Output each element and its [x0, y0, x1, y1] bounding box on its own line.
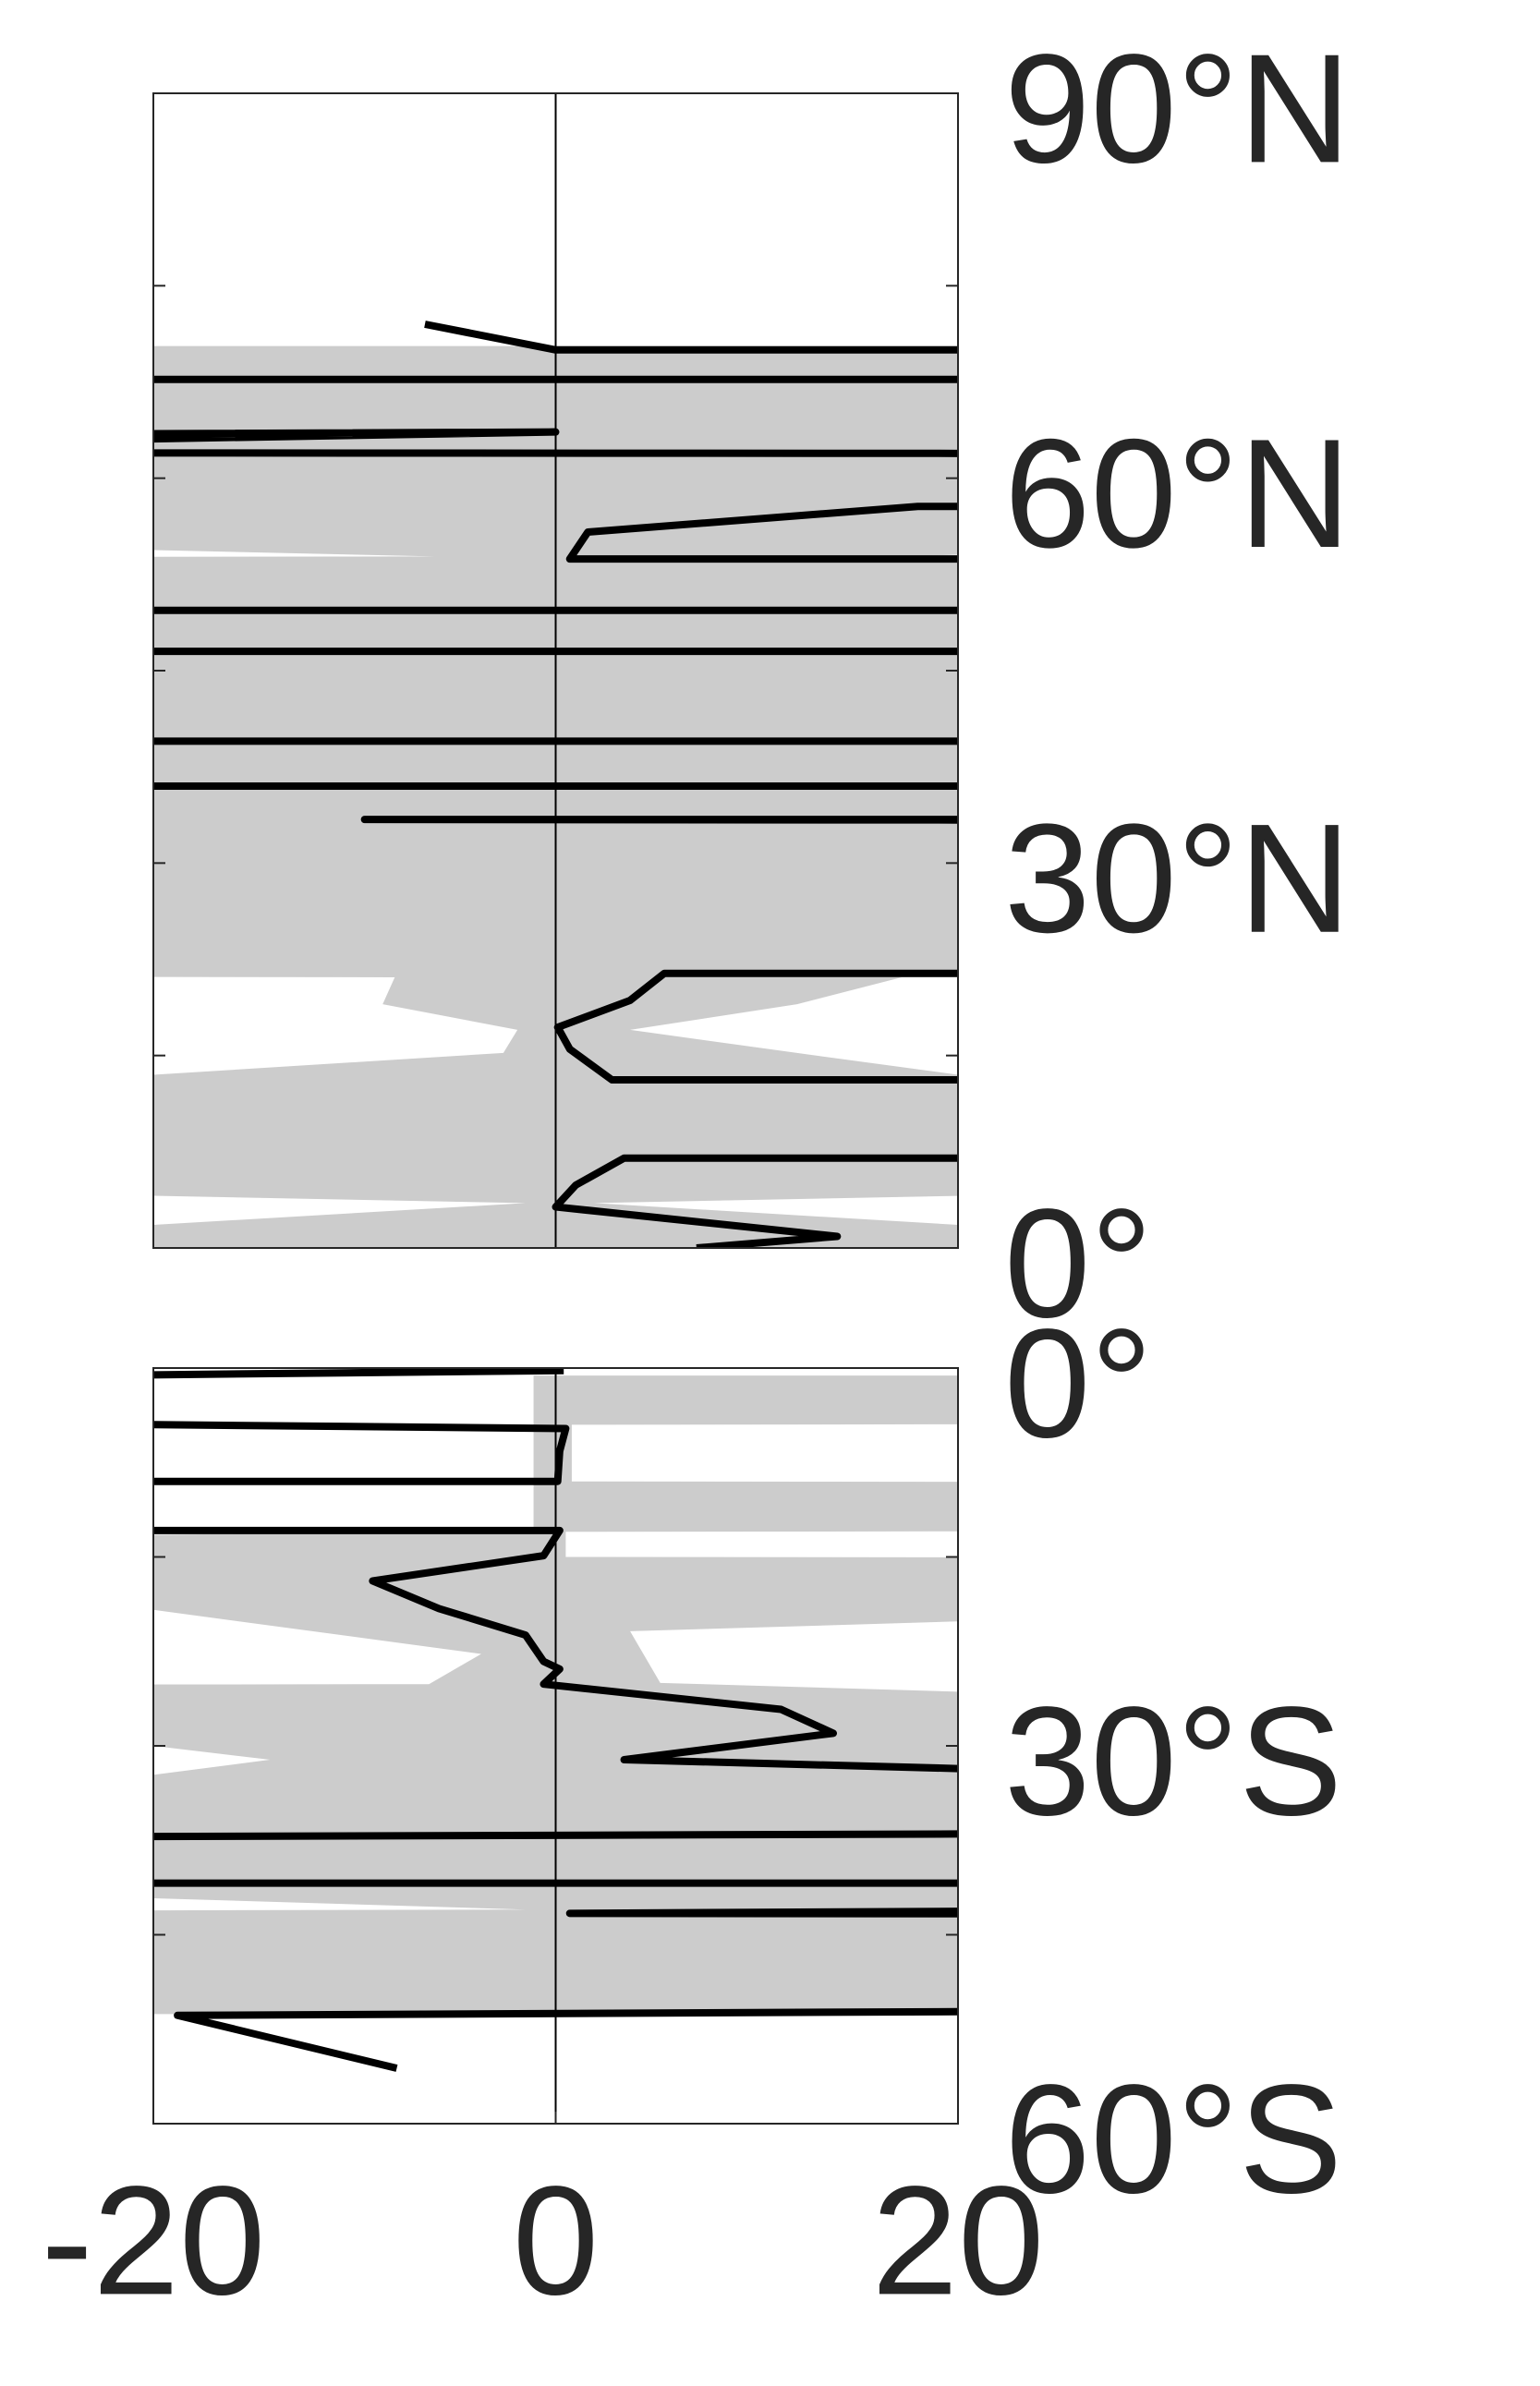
- y-tick-label: 60°S: [1004, 2052, 1342, 2225]
- x-tick-label: -20: [42, 2153, 266, 2327]
- y-tick-label: 60°N: [1004, 406, 1351, 580]
- plot-area: [153, 93, 958, 1248]
- data-line: [153, 321, 958, 1248]
- plot-area: [153, 1368, 958, 2124]
- y-tick-label: 30°N: [1004, 792, 1351, 965]
- data-line: [153, 1368, 958, 2072]
- y-tick-label: 90°N: [1004, 21, 1351, 195]
- x-tick-label: 0: [513, 2153, 599, 2327]
- y-tick-label: 0°: [1004, 1176, 1153, 1350]
- y-tick-label: 0°: [1004, 1296, 1153, 1470]
- x-tick-label: 20: [872, 2153, 1045, 2327]
- y-tick-label: 30°S: [1004, 1674, 1342, 1847]
